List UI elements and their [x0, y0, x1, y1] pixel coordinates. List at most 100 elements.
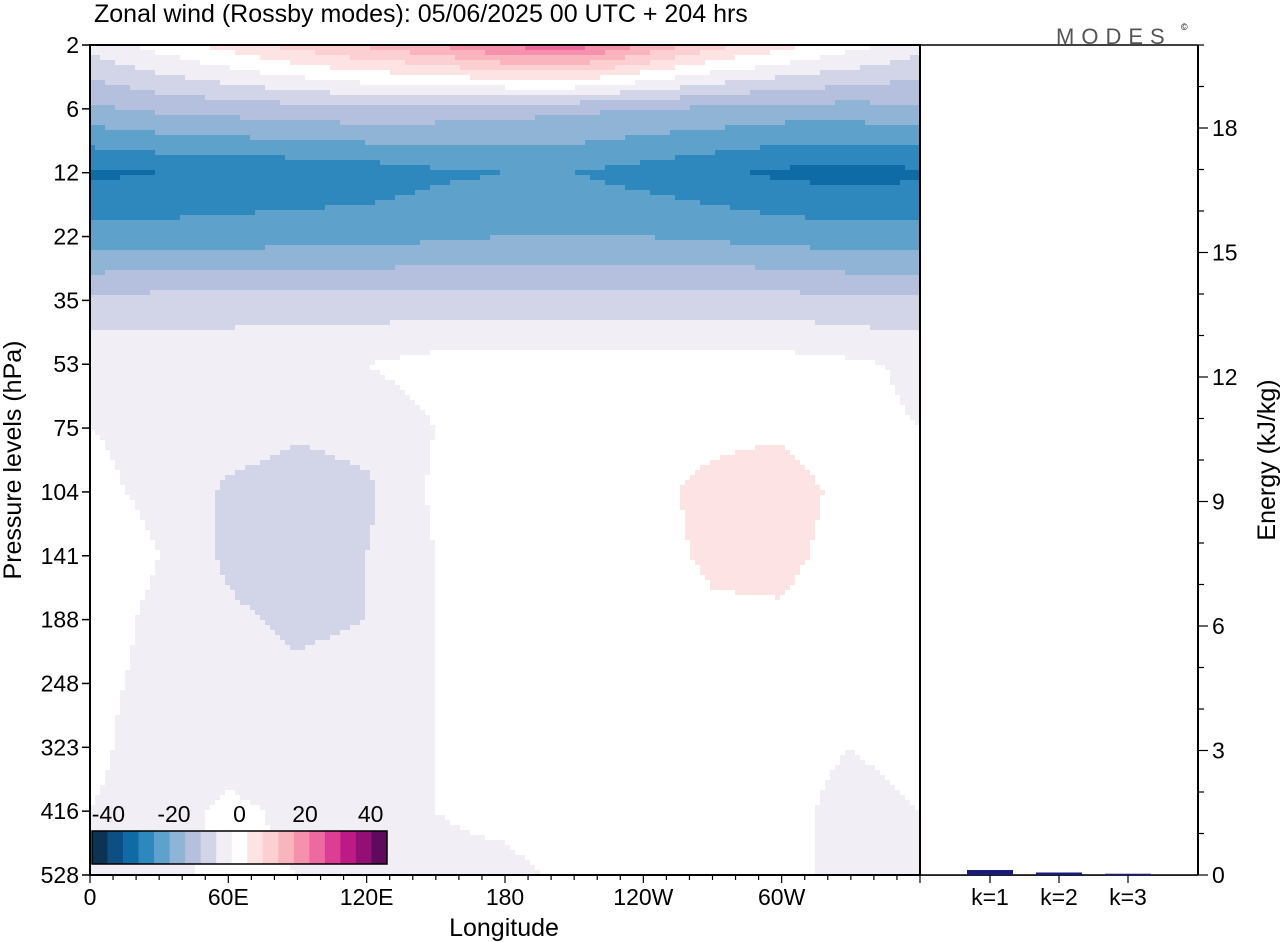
heatmap-cell: [355, 185, 361, 191]
heatmap-cell: [660, 160, 666, 166]
heatmap-cell: [705, 50, 711, 56]
heatmap-cell: [195, 115, 201, 121]
heatmap-cell: [315, 85, 321, 91]
heatmap-cell: [275, 115, 281, 121]
heatmap-cell: [250, 90, 256, 96]
heatmap-cell: [180, 90, 186, 96]
heatmap-cell: [435, 130, 441, 136]
heatmap-cell: [135, 65, 141, 71]
heatmap-cell: [465, 85, 471, 91]
heatmap-cell: [850, 100, 856, 106]
heatmap-cell: [310, 60, 316, 66]
heatmap-cell: [215, 95, 221, 101]
heatmap-cell: [700, 130, 706, 136]
heatmap-cell: [430, 90, 436, 96]
heatmap-cell: [230, 145, 236, 151]
heatmap-cell: [395, 100, 401, 106]
heatmap-cell: [365, 115, 371, 121]
heatmap-cell: [170, 180, 176, 186]
heatmap-cell: [290, 175, 296, 181]
heatmap-cell: [90, 55, 96, 61]
heatmap-cell: [620, 160, 626, 166]
heatmap-cell: [875, 180, 881, 186]
heatmap-cell: [220, 135, 226, 141]
heatmap-cell: [320, 135, 326, 141]
heatmap-cell: [310, 115, 316, 121]
heatmap-cell: [820, 90, 826, 96]
heatmap-cell: [695, 80, 701, 86]
heatmap-cell: [580, 130, 586, 136]
heatmap-cell: [110, 140, 116, 146]
heatmap-cell: [205, 45, 211, 51]
heatmap-cell: [715, 185, 721, 191]
heatmap-cell: [585, 170, 591, 176]
heatmap-cell: [140, 140, 146, 146]
heatmap-cell: [425, 100, 431, 106]
heatmap-cell: [510, 165, 516, 171]
heatmap-cell: [570, 185, 576, 191]
heatmap-cell: [820, 95, 826, 101]
heatmap-cell: [365, 135, 371, 141]
heatmap-cell: [135, 55, 141, 61]
heatmap-cell: [140, 135, 146, 141]
heatmap-cell: [525, 80, 531, 86]
heatmap-cell: [480, 155, 486, 161]
heatmap-cell: [175, 100, 181, 106]
heatmap-cell: [620, 130, 626, 136]
heatmap-cell: [605, 140, 611, 146]
heatmap-cell: [630, 55, 636, 61]
heatmap-cell: [750, 80, 756, 86]
heatmap-cell: [145, 155, 151, 161]
heatmap-cell: [810, 115, 816, 121]
heatmap-cell: [160, 170, 166, 176]
heatmap-cell: [425, 130, 431, 136]
heatmap-cell: [775, 140, 781, 146]
heatmap-cell: [585, 145, 591, 151]
heatmap-cell: [340, 150, 346, 156]
heatmap-cell: [740, 45, 746, 51]
heatmap-cell: [215, 55, 221, 61]
heatmap-cell: [805, 105, 811, 111]
heatmap-cell: [220, 45, 226, 51]
heatmap-cell: [270, 90, 276, 96]
heatmap-cell: [615, 50, 621, 56]
heatmap-cell: [560, 90, 566, 96]
heatmap-cell: [620, 180, 626, 186]
heatmap-cell: [665, 190, 671, 196]
heatmap-cell: [240, 60, 246, 66]
heatmap-cell: [795, 125, 801, 131]
heatmap-cell: [790, 120, 796, 126]
heatmap-cell: [490, 110, 496, 116]
heatmap-cell: [310, 150, 316, 156]
heatmap-cell: [330, 165, 336, 171]
heatmap-cell: [635, 110, 641, 116]
heatmap-cell: [635, 130, 641, 136]
heatmap-cell: [305, 60, 311, 66]
heatmap-cell: [840, 130, 846, 136]
heatmap-cell: [765, 125, 771, 131]
heatmap-cell: [690, 180, 696, 186]
heatmap-cell: [780, 190, 786, 196]
heatmap-cell: [305, 90, 311, 96]
heatmap-cell: [695, 135, 701, 141]
heatmap-cell: [800, 150, 806, 156]
heatmap-cell: [100, 175, 106, 181]
heatmap-cell: [910, 130, 916, 136]
heatmap-cell: [650, 105, 656, 111]
heatmap-cell: [515, 105, 521, 111]
heatmap-cell: [365, 95, 371, 101]
heatmap-cell: [375, 175, 381, 181]
heatmap-cell: [100, 65, 106, 71]
heatmap-cell: [860, 55, 866, 61]
heatmap-cell: [155, 105, 161, 111]
heatmap-cell: [390, 185, 396, 191]
heatmap-cell: [850, 135, 856, 141]
heatmap-cell: [200, 120, 206, 126]
heatmap-cell: [820, 160, 826, 166]
heatmap-cell: [175, 70, 181, 76]
heatmap-cell: [910, 95, 916, 101]
heatmap-cell: [685, 155, 691, 161]
heatmap-cell: [615, 65, 621, 71]
heatmap-cell: [115, 170, 121, 176]
heatmap-cell: [440, 180, 446, 186]
